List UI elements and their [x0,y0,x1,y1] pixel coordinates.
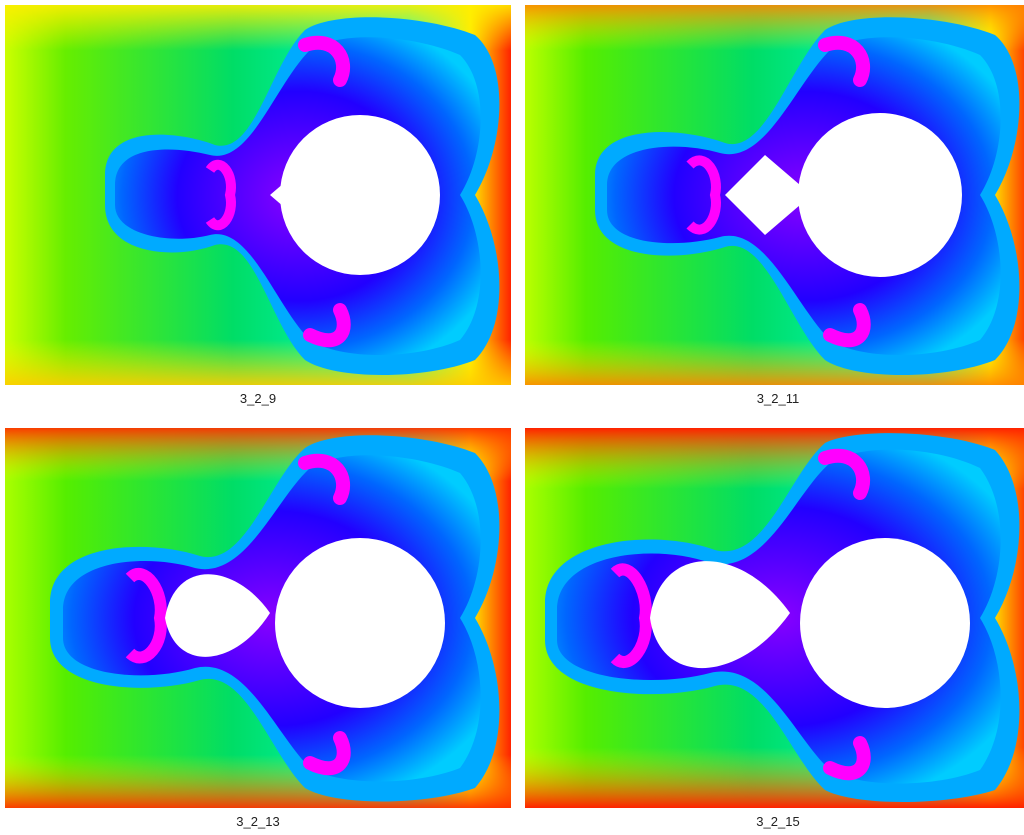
fractal-image [5,428,511,808]
fractal-image [525,5,1024,385]
panel-caption: 3_2_13 [236,814,280,829]
panel-caption: 3_2_11 [756,391,800,406]
fractal-image [525,428,1024,808]
panel-caption: 3_2_9 [239,391,277,406]
fractal-image [5,5,511,385]
panel-caption: 3_2_15 [756,814,800,829]
